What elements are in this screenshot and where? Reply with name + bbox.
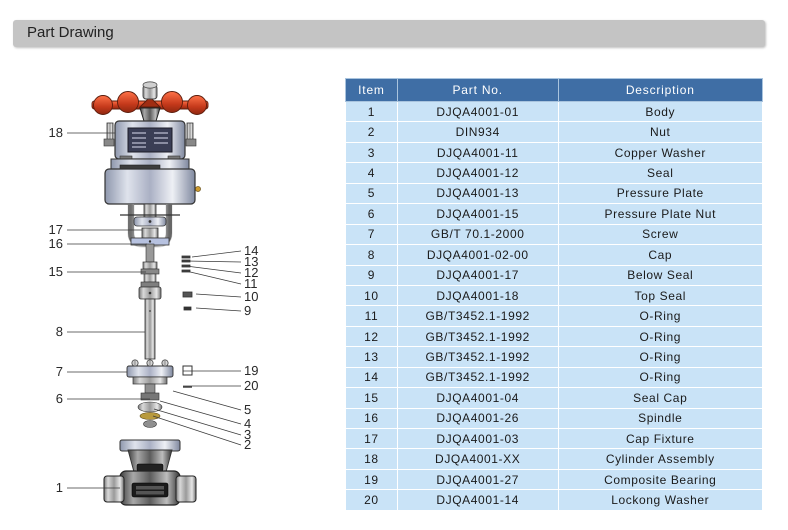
svg-text:10: 10 — [244, 289, 258, 304]
svg-text:2: 2 — [244, 437, 251, 452]
svg-text:5: 5 — [244, 402, 251, 417]
svg-text:8: 8 — [56, 324, 63, 339]
svg-text:6: 6 — [56, 391, 63, 406]
svg-text:20: 20 — [244, 378, 258, 393]
svg-text:15: 15 — [49, 264, 63, 279]
svg-text:9: 9 — [244, 303, 251, 318]
svg-text:7: 7 — [56, 364, 63, 379]
svg-text:16: 16 — [49, 236, 63, 251]
svg-text:19: 19 — [244, 363, 258, 378]
svg-text:18: 18 — [49, 125, 63, 140]
svg-text:17: 17 — [49, 222, 63, 237]
svg-text:1: 1 — [56, 480, 63, 495]
